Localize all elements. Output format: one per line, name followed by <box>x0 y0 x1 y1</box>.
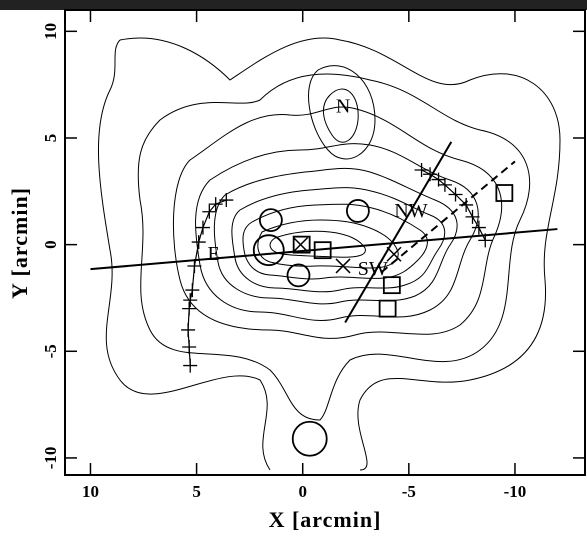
x-tick-label: -10 <box>504 482 527 501</box>
plus-marker <box>437 177 452 192</box>
x-axis-label: X [arcmin] <box>269 507 382 532</box>
plus-marker <box>195 220 210 235</box>
square-marker <box>313 241 332 260</box>
circle-marker <box>286 263 311 288</box>
y-tick-label: 0 <box>41 240 60 249</box>
y-tick-label: -5 <box>41 344 60 358</box>
y-tick-label: 10 <box>41 23 60 40</box>
annotation: E <box>207 243 219 265</box>
plus-marker <box>183 293 198 308</box>
y-axis-label: Y [arcmin] <box>7 187 32 299</box>
circle-marker <box>252 234 285 267</box>
plus-marker <box>423 167 438 182</box>
plus-marker <box>182 301 197 316</box>
plus-marker <box>471 220 486 235</box>
cross-marker <box>386 246 402 262</box>
plus-marker <box>465 209 480 224</box>
x-tick-label: 5 <box>192 482 201 501</box>
square-marker <box>495 184 514 202</box>
plus-marker <box>414 162 429 177</box>
annotation: N <box>336 96 350 118</box>
y-tick-label: 5 <box>41 134 60 143</box>
square-marker <box>382 276 401 295</box>
annotation: SW <box>358 258 388 280</box>
x-tick-label: -5 <box>402 482 416 501</box>
line <box>380 160 516 274</box>
plus-marker <box>219 193 234 208</box>
plus-marker <box>202 204 217 219</box>
square-marker <box>378 299 397 318</box>
plus-marker <box>459 197 474 212</box>
plus-marker <box>431 172 446 187</box>
top-strip <box>0 0 587 10</box>
circle-marker <box>291 420 328 457</box>
x-tick-label: 0 <box>298 482 307 501</box>
plus-marker <box>185 283 200 298</box>
circle-marker <box>345 199 370 223</box>
plus-marker <box>181 322 196 337</box>
plot-frame <box>64 9 586 476</box>
contours <box>98 37 561 471</box>
plus-marker <box>183 358 198 373</box>
circle-marker <box>258 208 283 233</box>
x-tick-label: 10 <box>82 482 99 501</box>
line <box>90 228 558 271</box>
annotation: NW <box>394 200 427 222</box>
cross-marker <box>335 258 351 274</box>
square-marker <box>292 235 311 254</box>
plus-marker <box>208 197 223 212</box>
plus-track <box>187 199 227 366</box>
plus-marker <box>448 187 463 202</box>
cross-marker <box>293 237 309 253</box>
plus-marker <box>478 233 493 248</box>
plus-marker <box>191 235 206 250</box>
plus-marker <box>187 258 202 273</box>
y-tick-label: -10 <box>41 447 60 470</box>
plus-marker <box>182 340 197 355</box>
line <box>344 141 453 323</box>
